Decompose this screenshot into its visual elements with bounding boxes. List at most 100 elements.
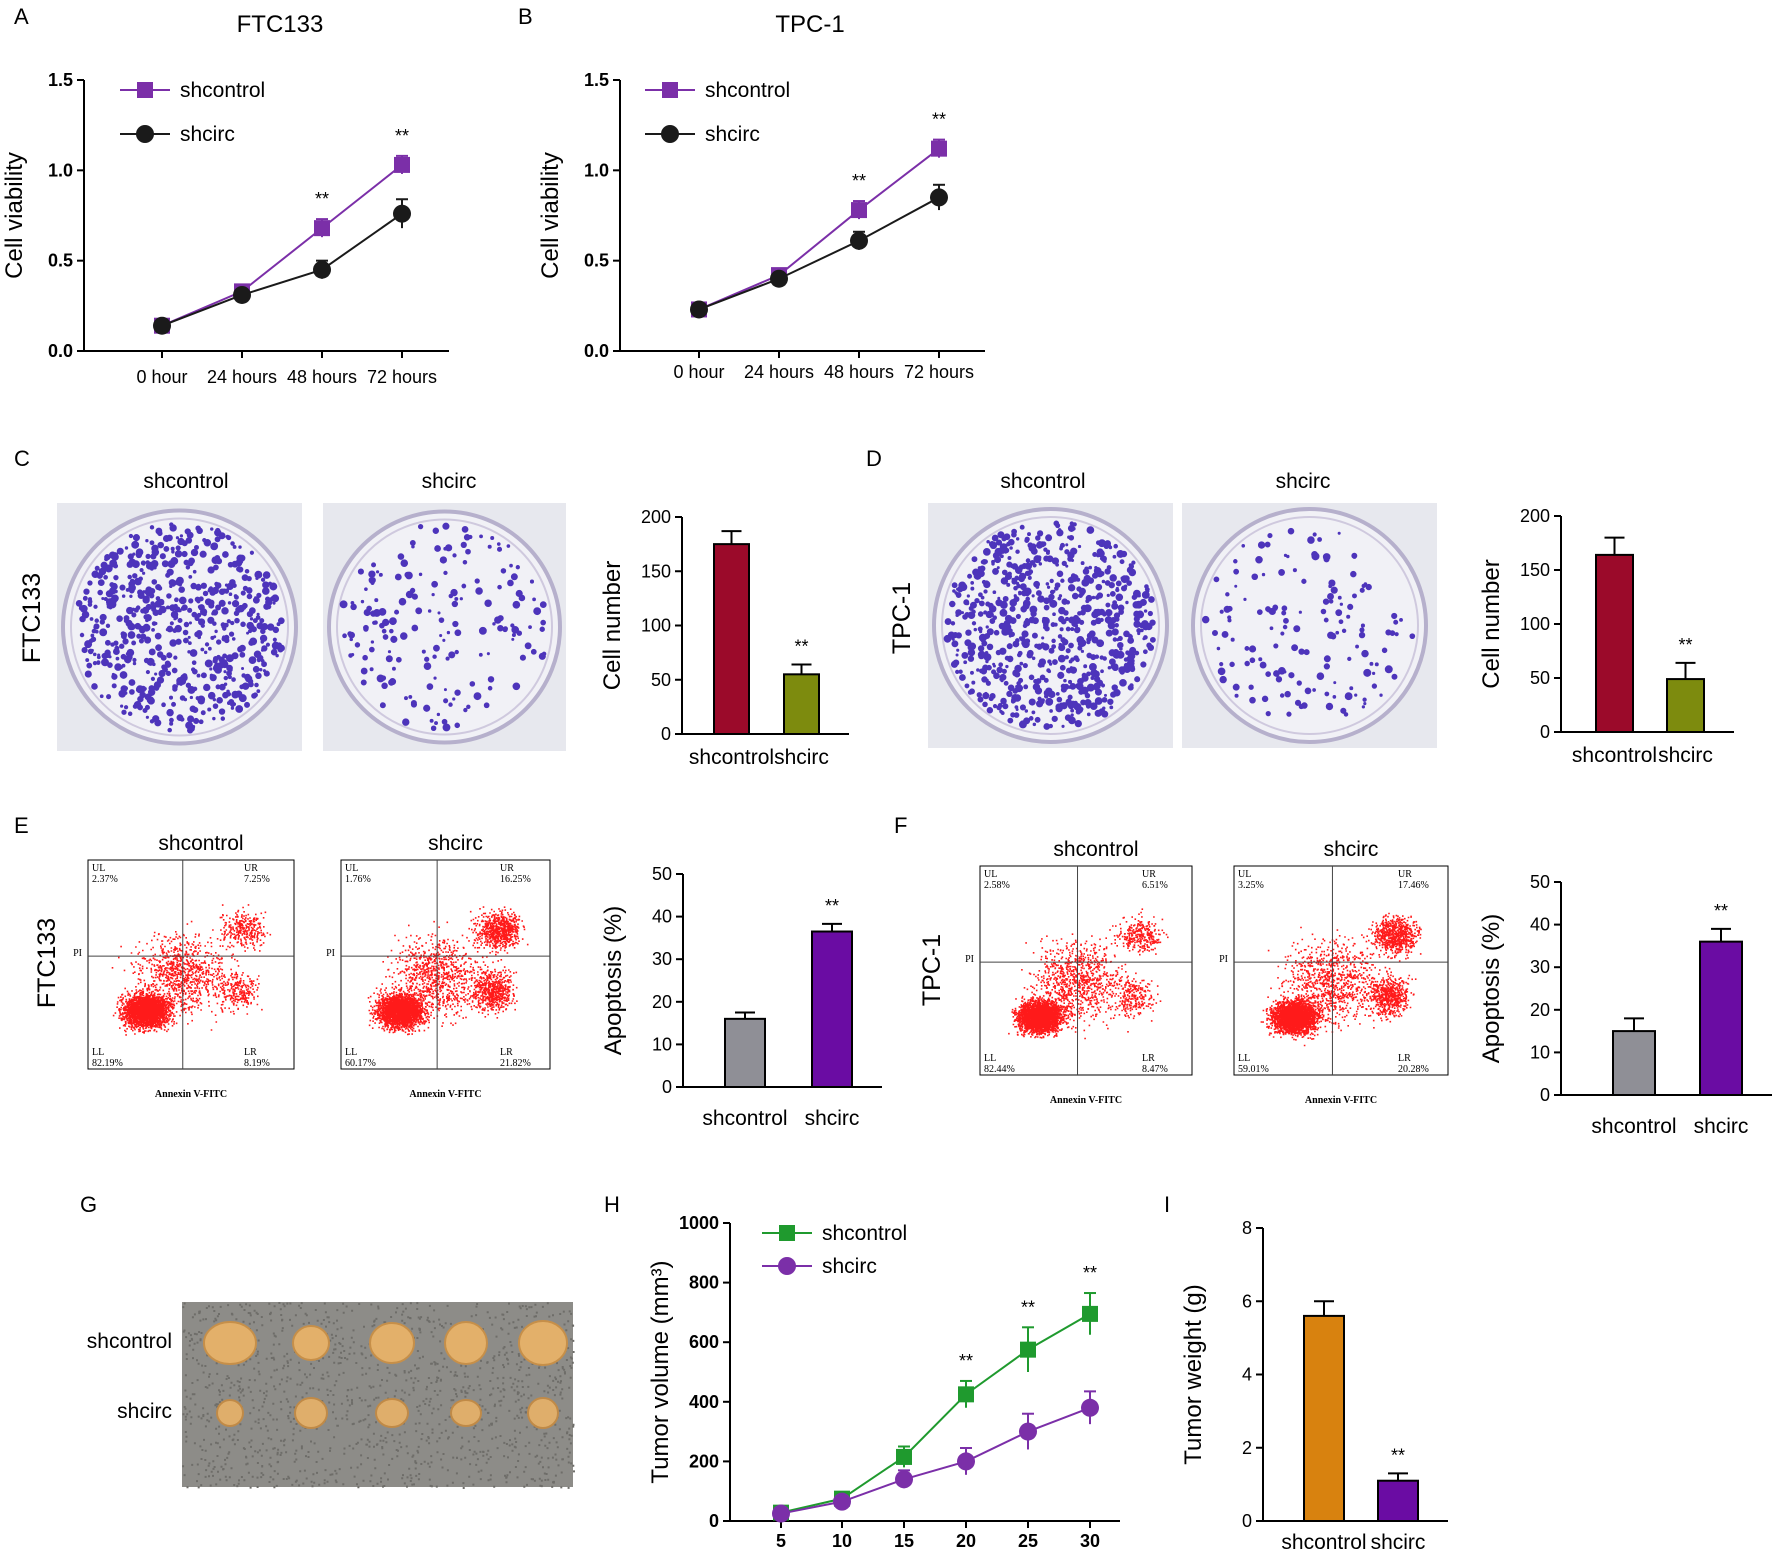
circle-marker [313,260,331,279]
tumor-shcirc [527,1397,559,1429]
panel-I: I 0 2 4 6 8 Tumor weight (g) shcontrol shcirc ** [1164,1192,1448,1554]
panel-label: H [604,1192,620,1217]
category-label: shcirc [774,746,829,769]
y-tick-label: 20 [652,992,672,1012]
panel-label: E [14,813,29,838]
quadrant-UR-value: 16.25% [500,874,531,885]
series-line-shcirc [698,196,940,311]
y-tick-label: 0.0 [584,341,609,361]
significance-mark: ** [1391,1445,1405,1465]
y-tick-label: 0.5 [584,251,609,271]
quadrant-LL-name: LL [92,1047,104,1058]
y-tick-label: 1.5 [48,70,73,90]
quadrant-UL-value: 2.58% [984,880,1010,891]
y-tick-label: 0.0 [48,341,73,361]
square-marker [1082,1305,1098,1322]
quadrant-LR-value: 21.82% [500,1058,531,1069]
square-marker [896,1448,912,1465]
quadrant-UR-name: UR [1142,869,1156,880]
flow-x-label: Annexin V-FITC [409,1089,481,1100]
circle-marker [1081,1398,1099,1417]
significance-mark: ** [315,189,329,209]
quadrant-UR-value: 17.46% [1398,880,1429,891]
quadrant-LR-value: 20.28% [1398,1064,1429,1075]
quadrant-LR-name: LR [500,1047,513,1058]
bar-shcontrol [724,1017,766,1089]
row-label: FTC133 [33,918,61,1008]
flow-frame [1233,865,1449,1076]
circle-marker [153,316,171,335]
square-marker [851,202,867,219]
flow-frame [87,859,295,1070]
circle-marker [233,285,251,304]
quadrant-UR-value: 6.51% [1142,880,1168,891]
legend-label: shcirc [180,123,235,146]
quadrant-UR-name: UR [500,863,514,874]
circle-marker [833,1492,851,1511]
significance-mark: ** [1714,901,1728,921]
y-tick-label: 30 [1530,957,1550,977]
square-marker [958,1386,974,1403]
y-tick-label: 30 [652,949,672,969]
x-tick-label: 30 [1080,1531,1100,1551]
x-tick-label: 0 hour [136,367,187,387]
row-label: TPC-1 [918,934,946,1006]
y-tick-label: 100 [1520,614,1550,634]
quadrant-LR-name: LR [1142,1053,1155,1064]
y-tick-label: 0 [709,1511,719,1531]
circle-marker [957,1452,975,1471]
y-axis-label: Apoptosis (%) [600,906,627,1055]
bar-shcirc [1666,678,1705,734]
x-tick-label: 24 hours [207,367,277,387]
x-tick-label: 0 hour [673,362,724,382]
colonies [339,522,547,732]
plate-rim [70,517,289,737]
bar-shcirc [783,673,820,736]
y-tick-label: 1000 [679,1213,719,1233]
y-tick-label: 1.5 [584,70,609,90]
square-marker [137,82,153,98]
quadrant-UR-name: UR [244,863,258,874]
tumor-shcontrol [292,1325,330,1361]
circle-marker [778,1257,796,1275]
y-tick-label: 1.0 [48,160,73,180]
quadrant-UL-name: UL [1238,869,1251,880]
flow-x-label: Annexin V-FITC [1050,1095,1122,1106]
panel-label: D [866,446,882,471]
legend-label: shcontrol [705,79,790,102]
plate-rim [336,518,553,736]
significance-mark: ** [932,110,946,130]
circle-marker [772,1504,790,1523]
flow-events [1008,908,1169,1040]
colonies [1201,527,1416,717]
x-tick-label: 24 hours [744,362,814,382]
x-tick-label: 5 [776,1531,786,1551]
panel-B: B TPC-1 0.0 0.5 1.0 1.5 Cell viability 0 hour 24… [518,4,985,382]
circle-marker [850,231,868,250]
tumor-shcontrol [444,1321,488,1365]
legend-label: shcirc [822,1255,877,1278]
series-line-shcontrol [698,147,940,311]
y-tick-label: 8 [1242,1218,1252,1238]
y-tick-label: 40 [1530,915,1550,935]
significance-mark: ** [395,126,409,146]
significance-mark: ** [852,171,866,191]
legend-label: shcirc [705,123,760,146]
y-tick-label: 10 [652,1034,672,1054]
legend-label: shcontrol [822,1222,907,1245]
y-tick-label: 10 [1530,1042,1550,1062]
y-axis-label: Cell number [599,561,626,690]
colonies [943,520,1156,730]
square-marker [314,220,330,237]
y-axis-label: Tumor volume (mm³) [647,1260,674,1483]
panel-label: A [14,4,29,29]
image-label: shcontrol [143,470,228,493]
panel-label: B [518,4,533,29]
y-tick-label: 50 [1530,872,1550,892]
category-label: shcontrol [1572,744,1657,767]
quadrant-UR-name: UR [1398,869,1412,880]
